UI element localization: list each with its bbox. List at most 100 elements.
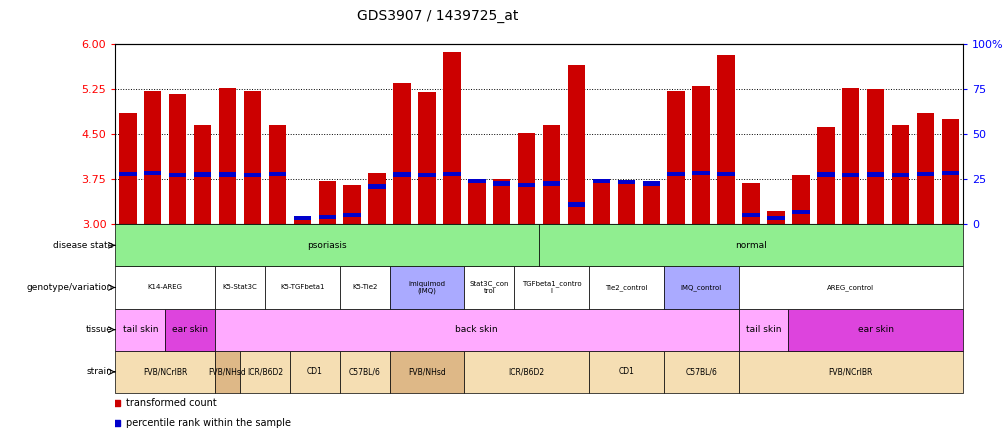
Text: ear skin: ear skin [172,325,208,334]
Bar [239,351,290,393]
Text: GDS3907 / 1439725_at: GDS3907 / 1439725_at [357,9,518,23]
Bar [340,266,389,309]
Bar [841,87,859,224]
Bar [617,180,634,224]
Bar [115,224,539,266]
Bar [741,213,759,217]
Bar [592,179,609,183]
Text: ICR/B6D2: ICR/B6D2 [508,367,544,377]
Bar [567,65,584,224]
Text: K5-Stat3C: K5-Stat3C [222,285,258,290]
Bar [389,266,464,309]
Bar [592,179,609,224]
Bar [168,173,186,177]
Text: C57BL/6: C57BL/6 [684,367,716,377]
Bar [464,351,588,393]
Text: CD1: CD1 [307,367,323,377]
Bar [916,113,933,224]
Bar [393,172,411,177]
Bar [218,172,236,177]
Bar [389,351,464,393]
Text: imiquimod
(IMQ): imiquimod (IMQ) [408,281,445,294]
Text: K5-TGFbeta1: K5-TGFbeta1 [280,285,325,290]
Bar [319,215,336,219]
Bar [468,179,485,183]
Bar [788,309,962,351]
Bar [617,179,634,184]
Text: ear skin: ear skin [857,325,893,334]
Bar [691,87,709,224]
Text: ICR/B6D2: ICR/B6D2 [246,367,283,377]
Bar [666,172,684,176]
Bar [115,309,165,351]
Bar [468,180,485,224]
Text: FVB/NHsd: FVB/NHsd [208,367,246,377]
Bar [368,184,386,189]
Bar [493,179,510,224]
Bar [741,183,759,224]
Bar [243,173,261,177]
Bar [115,266,214,309]
Text: AREG_control: AREG_control [827,284,874,291]
Bar [294,216,311,220]
Bar [443,52,460,224]
Bar [265,266,340,309]
Bar [539,224,962,266]
Text: IMQ_control: IMQ_control [679,284,721,291]
Text: percentile rank within the sample: percentile rank within the sample [126,418,291,428]
Text: tail skin: tail skin [744,325,781,334]
Bar [119,172,136,176]
Text: K5-Tie2: K5-Tie2 [352,285,377,290]
Bar [319,181,336,224]
Bar [464,266,514,309]
Bar [567,202,584,206]
Text: normal: normal [734,241,767,250]
Bar [642,181,659,186]
Bar [663,351,737,393]
Bar [817,172,834,177]
Bar [817,127,834,224]
Text: FVB/NCrIBR: FVB/NCrIBR [828,367,872,377]
Text: C57BL/6: C57BL/6 [349,367,380,377]
Bar [493,181,510,186]
Bar [666,91,684,224]
Bar [737,351,962,393]
Bar [841,173,859,177]
Text: tail skin: tail skin [122,325,158,334]
Bar [193,125,211,224]
Bar [243,91,261,224]
Bar [193,172,211,177]
Bar [443,172,460,176]
Text: TGFbeta1_contro
l: TGFbeta1_contro l [521,281,581,294]
Bar [716,172,734,176]
Text: K14-AREG: K14-AREG [147,285,182,290]
Bar [642,181,659,224]
Bar [866,172,884,177]
Bar [218,87,236,224]
Bar [340,351,389,393]
Bar [716,55,734,224]
Bar [542,181,560,186]
Bar [343,213,361,217]
Bar [294,217,311,224]
Bar [941,119,958,224]
Text: genotype/variation: genotype/variation [27,283,113,292]
Bar [269,125,286,224]
Bar [418,92,435,224]
Text: Stat3C_con
trol: Stat3C_con trol [469,281,508,294]
Bar [542,125,560,224]
Bar [517,182,535,187]
Text: psoriasis: psoriasis [307,241,347,250]
Bar [368,173,386,224]
Bar [517,133,535,224]
Bar [418,173,435,177]
Bar [214,309,737,351]
Bar [343,185,361,224]
Bar [792,175,809,224]
Text: disease state: disease state [52,241,113,250]
Bar [115,351,214,393]
Bar [144,91,161,224]
Bar [214,351,239,393]
Bar [737,266,962,309]
Bar [269,172,286,176]
